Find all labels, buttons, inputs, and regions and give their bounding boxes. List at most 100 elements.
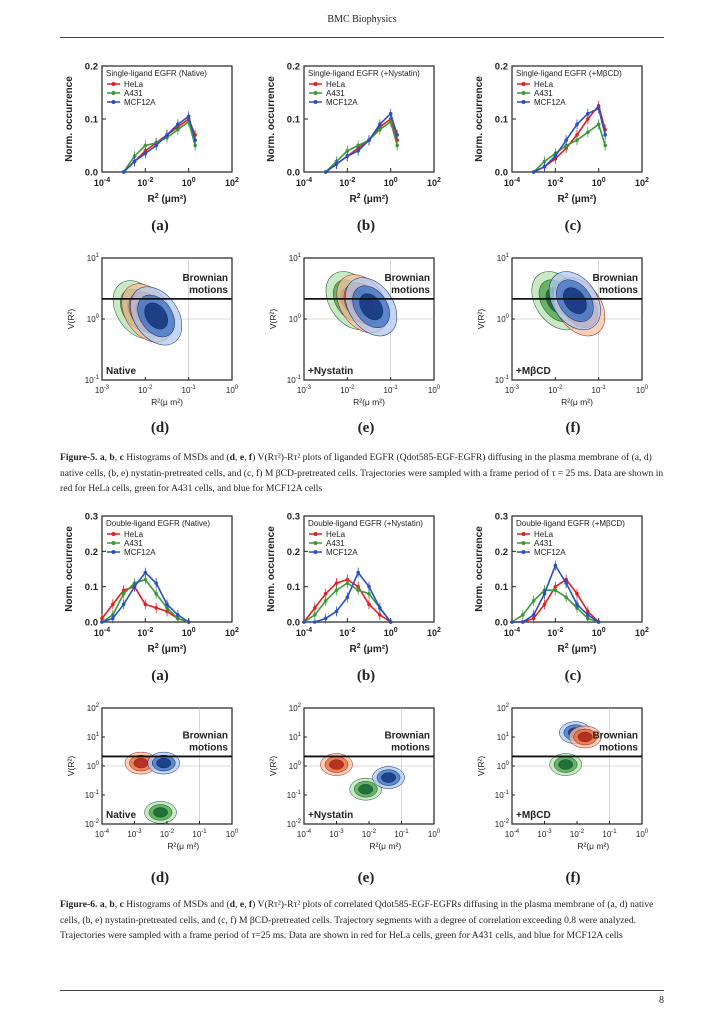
x-tick-label: 100 [636, 385, 649, 395]
x-tick-label: 10-4 [504, 627, 520, 638]
x-axis-label: R²(μ m²) [369, 841, 401, 851]
y-tick-label: 10-1 [287, 790, 302, 800]
x-axis-label: R²(μ m²) [167, 841, 199, 851]
fig5-caption: Figure-5. a, b, c Histograms of MSDs and… [60, 450, 664, 497]
data-point [542, 591, 547, 596]
x-tick-label: 102 [635, 177, 649, 188]
fig5-caption-bold-c: c [119, 452, 124, 463]
data-point [176, 127, 180, 132]
x-tick-label: 10-3 [297, 385, 312, 395]
legend-marker [521, 82, 526, 86]
data-point [100, 620, 104, 624]
legend-marker [521, 100, 526, 104]
x-tick-label: 10-1 [182, 385, 197, 395]
data-point [313, 613, 317, 617]
data-point [345, 581, 350, 585]
data-point [323, 599, 328, 603]
legend-label: HeLa [326, 80, 346, 89]
data-point [596, 106, 601, 111]
x-tick-label: 102 [427, 627, 441, 638]
data-point [553, 588, 558, 592]
y-axis-label: Norm. occurrence [64, 76, 75, 162]
data-point [143, 602, 148, 607]
data-point [132, 584, 137, 589]
x-tick-label: 10-4 [296, 627, 312, 638]
brownian-label: motions [599, 285, 638, 296]
brownian-label: motions [189, 285, 228, 296]
y-tick-label: 101 [497, 732, 510, 742]
y-tick-label: 0.0 [495, 168, 508, 179]
x-axis-label: R2 (μm²) [148, 193, 187, 205]
x-tick-label: 100 [592, 627, 606, 638]
data-point [378, 606, 382, 610]
x-tick-label: 10-2 [570, 829, 585, 839]
data-point [100, 616, 104, 621]
density-contour-a431 [558, 759, 574, 770]
fig6-contour-d: Brownian motions Native 10-2 10-1 100 101 102 10… [60, 700, 240, 865]
fig5-hist-c: 0.0 0.1 0.2 10-4 10-2 100 102 R2 (μm²) Norm. occ… [470, 58, 650, 213]
y-axis-label: V(R²) [268, 309, 278, 329]
y-tick-label: 0.2 [287, 62, 300, 73]
data-point [395, 143, 399, 148]
brownian-label: Brownian [592, 273, 638, 284]
data-point [575, 602, 579, 607]
data-point [367, 584, 371, 589]
x-tick-label: 10-1 [602, 829, 617, 839]
data-point [542, 164, 547, 169]
legend-label: MCF12A [326, 548, 358, 557]
x-tick-label: 102 [427, 177, 441, 188]
footer-rule [60, 990, 664, 991]
data-point [521, 613, 525, 617]
legend-marker [111, 91, 116, 95]
data-point [154, 581, 158, 585]
data-point [143, 151, 148, 156]
legend-label: HeLa [326, 530, 346, 539]
x-tick-label: 10-2 [160, 829, 175, 839]
x-axis-label: R2 (μm²) [350, 193, 389, 205]
x-tick-label: 10-2 [547, 627, 563, 638]
x-tick-label: 10-2 [362, 829, 377, 839]
x-tick-label: 100 [182, 627, 196, 638]
chart-title: Single-ligand EGFR (+Nystatin) [308, 69, 420, 78]
y-axis-label: Norm. occurrence [266, 76, 277, 162]
y-tick-label: 0.1 [495, 582, 509, 593]
legend-label: MCF12A [534, 548, 566, 557]
x-tick-label: 102 [635, 627, 649, 638]
series-line-mcf12a [325, 112, 398, 173]
fig5-contour-e: Brownian motions +Nystatin 10-1 100 101 10-3 10… [262, 250, 442, 420]
data-point [176, 613, 180, 617]
chart-title: Single-ligand EGFR (+MβCD) [516, 69, 622, 78]
x-tick-label: 10-2 [339, 627, 355, 638]
data-point [111, 602, 115, 607]
legend-label: A431 [124, 89, 143, 98]
data-point [345, 149, 350, 153]
density-contour-a431 [153, 807, 168, 818]
y-tick-label: 10-2 [85, 819, 100, 829]
fig5-label-d: (d) [150, 420, 170, 436]
y-tick-label: 10-1 [287, 375, 302, 385]
x-tick-label: 100 [636, 829, 649, 839]
x-tick-label: 10-3 [537, 829, 552, 839]
y-axis-label: V(R²) [268, 756, 278, 776]
legend-label: A431 [534, 89, 553, 98]
density-contour-hela [329, 759, 344, 770]
condition-label: +MβCD [516, 366, 551, 377]
data-point [132, 159, 137, 164]
fig6-caption-sep: , [114, 899, 118, 910]
legend-label: HeLa [124, 80, 144, 89]
fig5-caption-bold-d: d [229, 452, 235, 463]
data-point [553, 154, 558, 158]
x-tick-label: 10-4 [505, 829, 520, 839]
fig5-caption-bold-e: e [239, 452, 245, 463]
y-tick-label: 0.1 [85, 115, 99, 126]
data-point [542, 159, 547, 164]
chart-title: Single-ligand EGFR (Native) [106, 69, 207, 78]
density-contour-mcf12a [381, 772, 396, 783]
data-point [395, 133, 399, 137]
data-point [345, 595, 350, 600]
y-axis-label: Norm. occurrence [266, 526, 277, 612]
legend-marker [111, 82, 116, 86]
y-tick-label: 0.0 [287, 618, 300, 629]
data-point [564, 143, 568, 148]
legend-marker [521, 91, 526, 95]
